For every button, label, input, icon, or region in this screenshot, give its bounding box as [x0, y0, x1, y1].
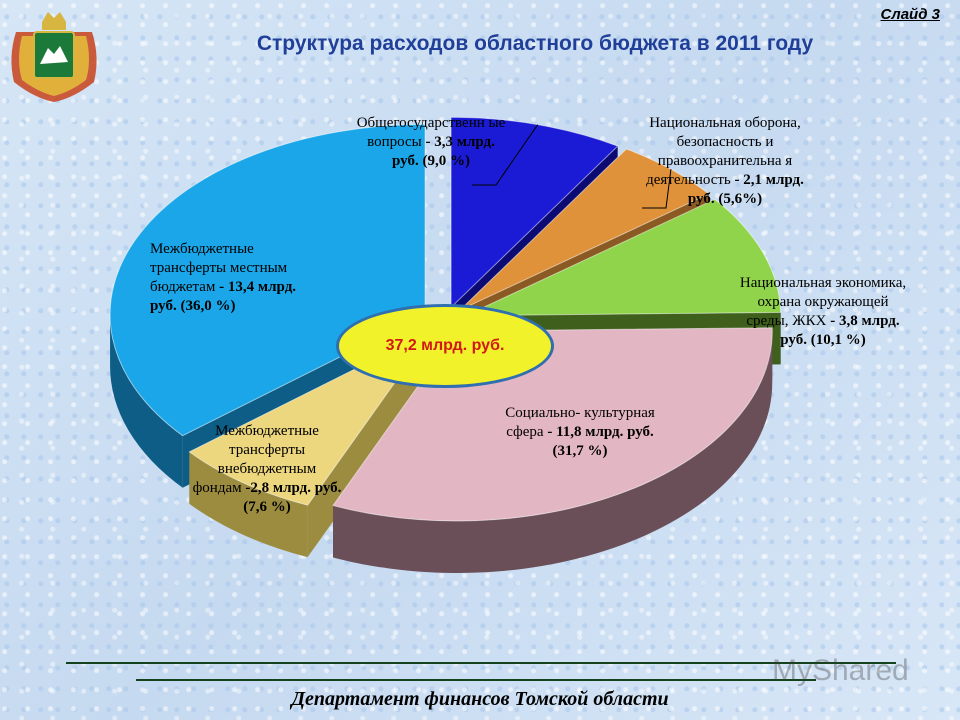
slice-label-defense: Национальная оборона, безопасность и пра…	[640, 114, 810, 209]
leader-line-general-issues	[472, 124, 539, 186]
chart-title: Структура расходов областного бюджета в …	[256, 32, 814, 55]
slice-label-value: - 3,3 млрд. руб. (9,0 %)	[392, 134, 495, 169]
leader-line-defense	[642, 169, 672, 209]
pie-slice-local-budgets	[109, 123, 426, 437]
slice-label-text: Общегосударственн ые вопросы	[356, 115, 506, 150]
watermark: MyShared	[772, 654, 909, 687]
slice-label-text: Национальная оборона, безопасность и пра…	[646, 115, 801, 188]
slice-label-text: Межбюджетные трансферты местным бюджетам	[150, 241, 288, 295]
total-badge: 37,2 млрд. руб.	[336, 304, 554, 388]
footer-rule-top	[66, 662, 896, 664]
pie-slice-economy	[465, 198, 782, 317]
slice-side-social	[333, 330, 773, 573]
slice-label-text: Социально- культурная сфера	[505, 405, 655, 440]
slice-label-extrabudgetary: Межбюджетные трансферты внебюджетным фон…	[192, 422, 342, 517]
footer-rule-bottom	[136, 679, 816, 681]
slice-label-value: - 2,1 млрд. руб. (5,6%)	[687, 172, 804, 207]
slice-label-general-issues: Общегосударственн ые вопросы - 3,3 млрд.…	[356, 114, 506, 171]
slice-label-value: - 11,8 млрд. руб. (31,7 %)	[547, 424, 654, 459]
slice-label-value: - 3,8 млрд. руб. (10,1 %)	[780, 313, 900, 348]
coat-of-arms-icon	[11, 12, 97, 102]
slice-side-extrabudgetary	[189, 451, 308, 558]
slice-label-social: Социально- культурная сфера - 11,8 млрд.…	[500, 404, 660, 461]
slice-label-text: Национальная экономика, охрана окружающе…	[739, 275, 907, 329]
slice-label-value: -2,8 млрд. руб. (7,6 %)	[243, 480, 342, 515]
pie-slice-general-issues	[450, 116, 619, 309]
footer-text: Департамент финансов Томской области	[291, 688, 669, 710]
slice-label-local-budgets: Межбюджетные трансферты местным бюджетам…	[150, 240, 320, 316]
slice-label-value: - 13,4 млрд. руб. (36,0 %)	[150, 279, 297, 314]
pie-slice-defense	[459, 148, 710, 311]
slide-number: Слайд 3	[880, 6, 940, 23]
slice-label-text: Межбюджетные трансферты внебюджетным фон…	[192, 423, 319, 496]
slice-side-local-budgets	[110, 314, 183, 488]
slice-label-economy: Национальная экономика, охрана окружающе…	[738, 274, 908, 350]
